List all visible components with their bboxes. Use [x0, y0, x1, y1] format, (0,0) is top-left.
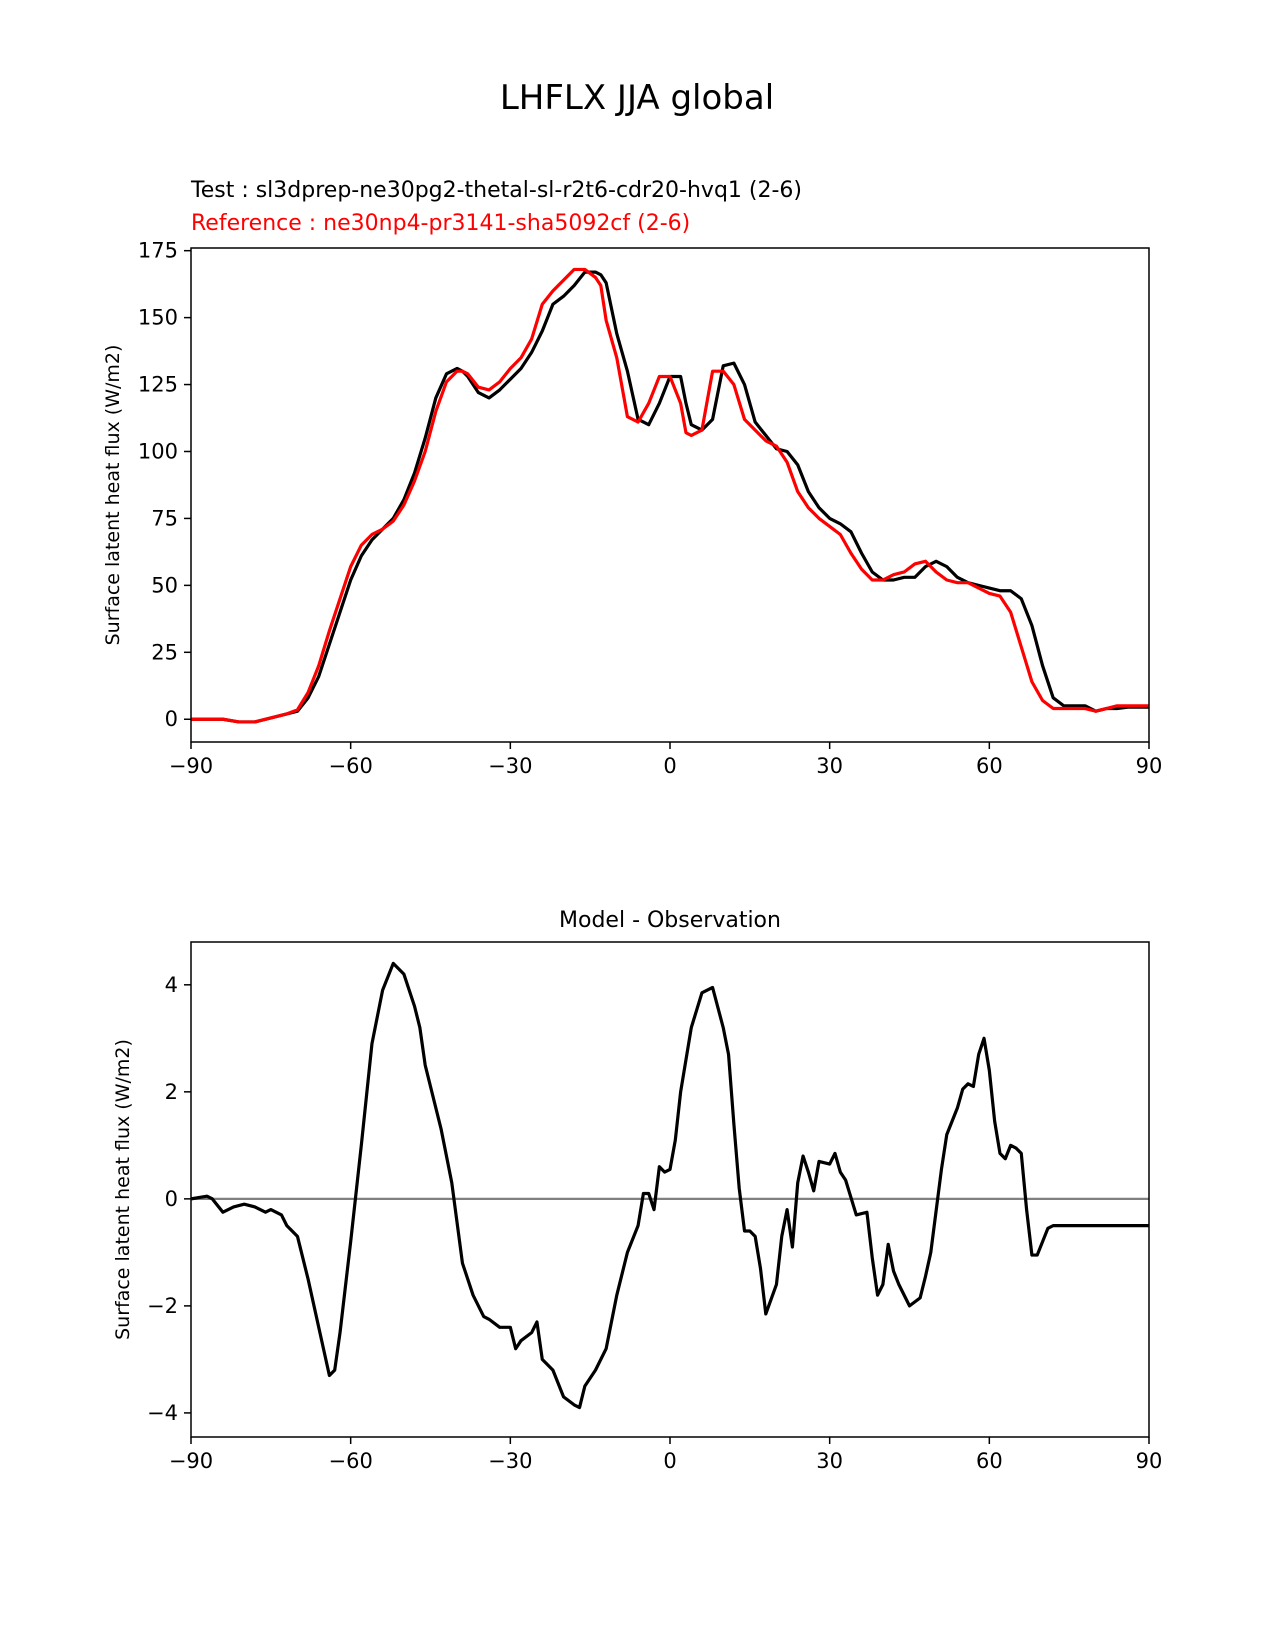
top-x-tick-label: 90 [1136, 754, 1163, 778]
top-y-tick-label: 175 [138, 239, 178, 263]
top-y-axis-label: Surface latent heat flux (W/m2) [102, 345, 124, 646]
bottom-x-tick-label: 0 [663, 1449, 676, 1473]
top-y-tick-label: 25 [151, 640, 178, 664]
top-x-tick-label: −30 [488, 754, 532, 778]
bottom-x-tick-label: −60 [329, 1449, 373, 1473]
bottom-y-tick-label: −2 [147, 1294, 178, 1318]
bottom-y-tick-label: −4 [147, 1401, 178, 1425]
top-x-tick-label: −90 [169, 754, 213, 778]
top-x-tick-label: 0 [663, 754, 676, 778]
bottom-x-tick-label: 60 [976, 1449, 1003, 1473]
top-y-tick-label: 125 [138, 373, 178, 397]
bottom-chart-title: Model - Observation [559, 908, 781, 933]
top-y-tick-label: 150 [138, 306, 178, 330]
top-y-tick-label: 75 [151, 506, 178, 530]
top-plot-frame [190, 247, 1150, 743]
top-chart-subtitle-test: Test : sl3dprep-ne30pg2-thetal-sl-r2t6-c… [190, 178, 802, 203]
bottom-series-line-0 [190, 961, 1149, 1410]
top-x-tick-label: 30 [816, 754, 843, 778]
bottom-y-tick-label: 0 [165, 1187, 178, 1211]
top-y-tick-label: 50 [151, 573, 178, 597]
top-chart-subtitle-reference: Reference : ne30np4-pr3141-sha5092cf (2-… [191, 211, 690, 236]
top-y-tick-label: 0 [165, 707, 178, 731]
bottom-y-tick-label: 4 [165, 973, 178, 997]
top-x-tick-label: 60 [976, 754, 1003, 778]
top-y-tick-label: 100 [138, 439, 178, 463]
bottom-x-tick-label: 30 [816, 1449, 843, 1473]
bottom-x-tick-label: −90 [169, 1449, 213, 1473]
bottom-y-tick-label: 2 [165, 1080, 178, 1104]
bottom-y-axis-label: Surface latent heat flux (W/m2) [112, 1039, 134, 1340]
bottom-x-tick-label: −30 [488, 1449, 532, 1473]
figure-title: LHFLX JJA global [500, 78, 774, 118]
top-line-chart: −90 −60 −30 0 30 60 90 0 25 50 75 100 125 150 175 Surfa… [102, 239, 1162, 778]
bottom-line-chart: −90 −60 −30 0 30 60 90 −4 −2 0 2 4 Surface latent he… [112, 941, 1163, 1473]
top-x-tick-label: −60 [329, 754, 373, 778]
bottom-x-tick-label: 90 [1136, 1449, 1163, 1473]
top-series-line-0 [191, 270, 1149, 724]
top-series-line-1 [191, 267, 1149, 724]
